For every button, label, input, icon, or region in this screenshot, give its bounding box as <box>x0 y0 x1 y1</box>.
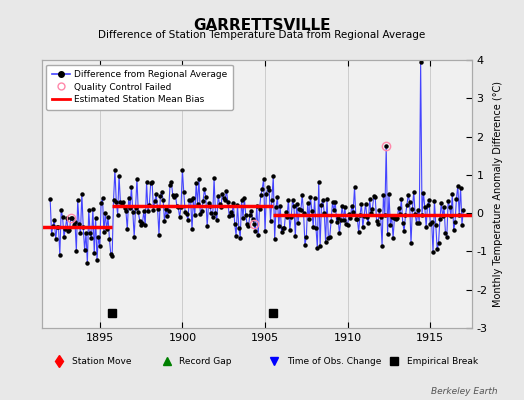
Text: Empirical Break: Empirical Break <box>407 356 478 366</box>
Legend: Difference from Regional Average, Quality Control Failed, Estimated Station Mean: Difference from Regional Average, Qualit… <box>47 64 233 110</box>
Text: Berkeley Earth: Berkeley Earth <box>431 387 498 396</box>
Text: Time of Obs. Change: Time of Obs. Change <box>287 356 381 366</box>
Text: Station Move: Station Move <box>72 356 132 366</box>
Text: GARRETTSVILLE: GARRETTSVILLE <box>193 18 331 33</box>
Text: Record Gap: Record Gap <box>179 356 232 366</box>
Y-axis label: Monthly Temperature Anomaly Difference (°C): Monthly Temperature Anomaly Difference (… <box>493 81 503 307</box>
Text: Difference of Station Temperature Data from Regional Average: Difference of Station Temperature Data f… <box>99 30 425 40</box>
